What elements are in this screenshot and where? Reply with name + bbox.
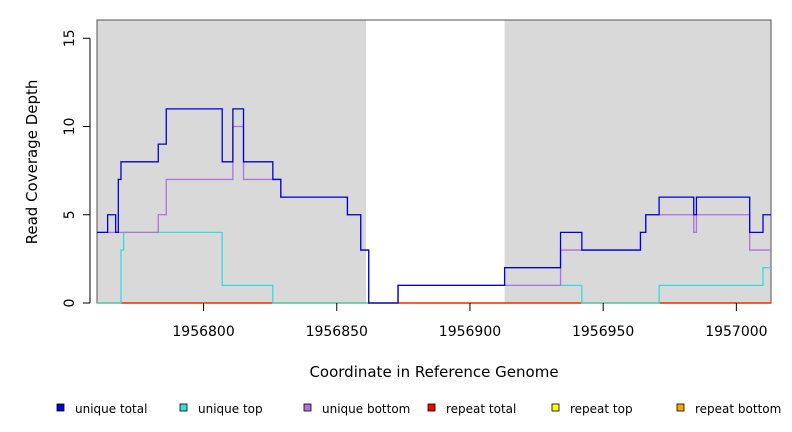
legend-label: repeat bottom (695, 402, 781, 416)
x-axis: 1956800 1956850 1956900 1956950 1957000 (172, 303, 768, 340)
legend-item-repeat-total: repeat total (427, 402, 516, 416)
legend-swatch (56, 403, 65, 412)
x-tick-label: 1956850 (306, 324, 368, 340)
x-tick-label: 1957000 (705, 324, 767, 340)
y-tick-label: 5 (62, 210, 78, 219)
y-tick-label: 15 (62, 29, 78, 47)
legend-swatch (551, 403, 560, 412)
legend-label: unique total (75, 402, 147, 416)
legend-label: repeat total (446, 402, 516, 416)
legend-item-unique-bottom: unique bottom (303, 402, 410, 416)
y-axis: 0 5 10 15 (62, 29, 91, 308)
legend-item-unique-total: unique total (56, 402, 147, 416)
x-axis-title: Coordinate in Reference Genome (309, 363, 558, 381)
y-axis-title: Read Coverage Depth (23, 80, 41, 245)
x-tick-label: 1956800 (172, 324, 234, 340)
legend-swatch (303, 403, 312, 412)
legend-label: repeat top (570, 402, 633, 416)
legend-item-repeat-bottom: repeat bottom (676, 402, 781, 416)
legend-swatch (427, 403, 436, 412)
y-tick-label: 10 (62, 118, 78, 136)
legend-swatch (179, 403, 188, 412)
legend-label: unique bottom (322, 402, 410, 416)
legend-label: unique top (198, 402, 263, 416)
legend-swatch (676, 403, 685, 412)
legend-item-unique-top: unique top (179, 402, 263, 416)
x-tick-label: 1956950 (572, 324, 634, 340)
x-tick-label: 1956900 (439, 324, 501, 340)
y-tick-label: 0 (62, 299, 78, 308)
legend: unique total unique top unique bottom repea… (56, 402, 781, 416)
shaded-region-1 (504, 20, 771, 303)
series-unique-total (97, 108, 771, 304)
series-layer (97, 108, 771, 304)
legend-item-repeat-top: repeat top (551, 402, 633, 416)
